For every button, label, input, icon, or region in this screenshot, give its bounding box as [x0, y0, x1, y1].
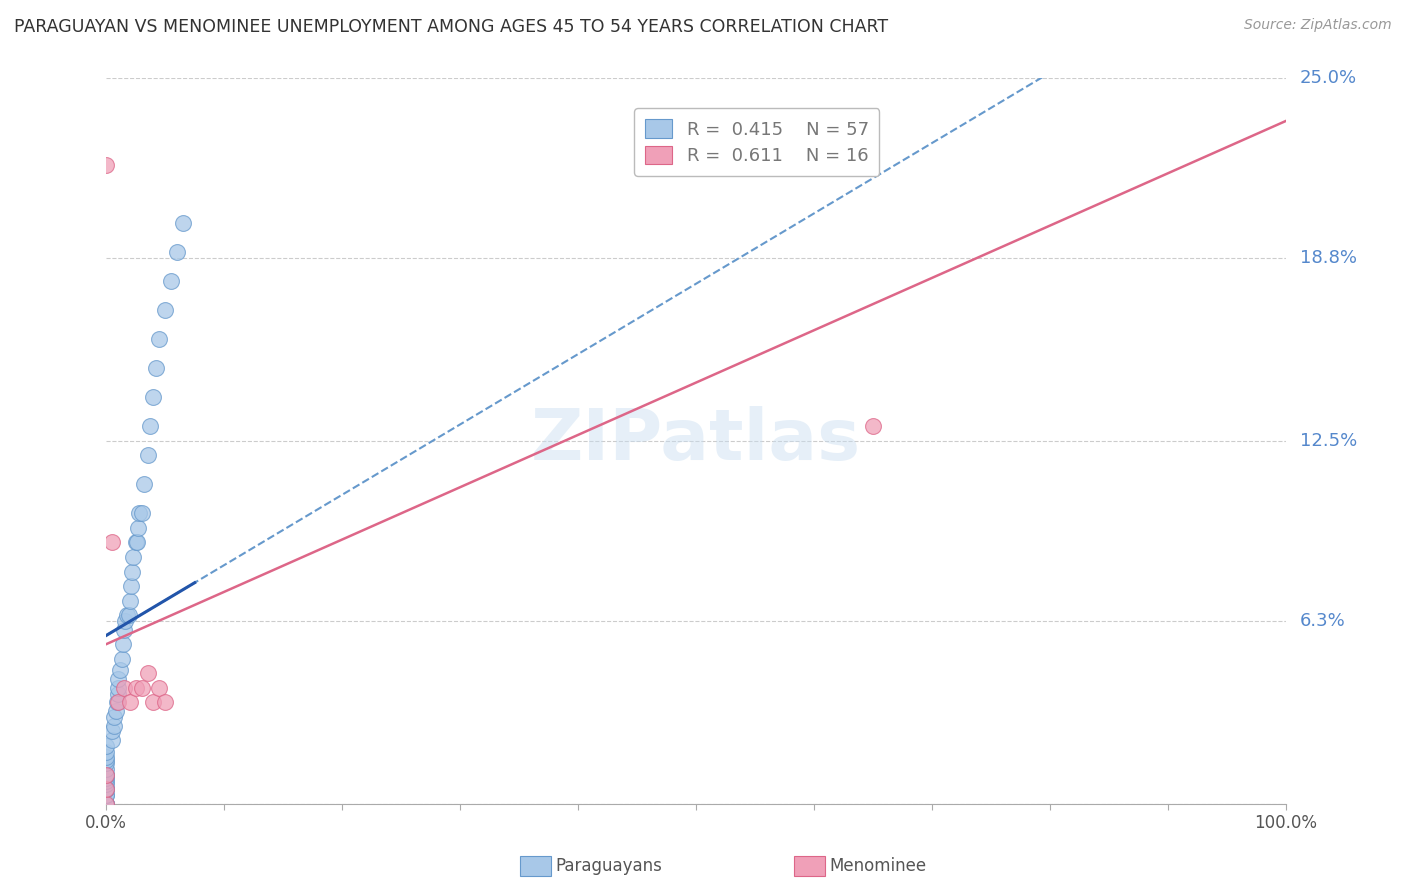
Point [96, 773, 118, 788]
Point [160, 274, 183, 288]
Point [153, 695, 176, 709]
Point [153, 303, 176, 318]
Point [125, 535, 148, 549]
Point [145, 361, 167, 376]
Point [96, 768, 118, 782]
Point [105, 695, 128, 709]
Text: Paraguayans: Paraguayans [555, 857, 662, 875]
Text: ZIPatlas: ZIPatlas [531, 406, 860, 475]
Point [104, 704, 127, 718]
Point [96, 797, 118, 811]
Point [120, 579, 142, 593]
Point [96, 771, 118, 785]
Point [111, 637, 134, 651]
Text: 6.3%: 6.3% [1299, 612, 1346, 630]
Point [132, 477, 155, 491]
Point [131, 507, 153, 521]
Point [148, 332, 170, 346]
Point [136, 666, 159, 681]
Point [103, 710, 125, 724]
Point [96, 797, 118, 811]
Point [125, 535, 148, 549]
Point [96, 789, 118, 803]
Point [107, 672, 129, 686]
Point [112, 623, 135, 637]
Point [131, 681, 153, 695]
Point [96, 750, 118, 764]
Text: 12.5%: 12.5% [1299, 432, 1357, 450]
Point [96, 768, 118, 782]
Text: 0.415: 0.415 [690, 116, 747, 134]
Point [127, 521, 149, 535]
Text: Menominee: Menominee [830, 857, 927, 875]
Point [96, 782, 118, 797]
Text: PARAGUAYAN VS MENOMINEE UNEMPLOYMENT AMONG AGES 45 TO 54 YEARS CORRELATION CHART: PARAGUAYAN VS MENOMINEE UNEMPLOYMENT AMO… [14, 18, 889, 36]
Point [114, 614, 136, 628]
Point [103, 718, 125, 732]
Point [107, 687, 129, 701]
Point [142, 390, 165, 404]
Point [96, 797, 118, 811]
Point [862, 419, 884, 434]
Point [166, 244, 188, 259]
Point [96, 777, 118, 791]
Text: 0.611: 0.611 [690, 145, 747, 163]
Point [107, 695, 129, 709]
Point [110, 651, 132, 665]
Point [118, 695, 141, 709]
Point [96, 756, 118, 771]
Point [128, 507, 150, 521]
Point [122, 549, 145, 564]
Point [125, 681, 148, 695]
Point [148, 681, 170, 695]
Point [96, 797, 118, 811]
Point [101, 724, 124, 739]
Point [96, 789, 118, 803]
Point [96, 797, 118, 811]
Point [96, 782, 118, 797]
Point [101, 733, 124, 747]
Point [172, 216, 194, 230]
Point [96, 739, 118, 753]
Point [139, 419, 162, 434]
Point [117, 608, 139, 623]
Point [112, 681, 135, 695]
Point [96, 797, 118, 811]
Point [96, 753, 118, 767]
Point [96, 768, 118, 782]
Point [117, 608, 139, 623]
Text: 25.0%: 25.0% [1299, 69, 1357, 87]
Point [1098, 41, 1121, 55]
Text: Source: ZipAtlas.com: Source: ZipAtlas.com [1244, 18, 1392, 32]
Point [96, 762, 118, 776]
Point [96, 745, 118, 759]
Point [118, 593, 141, 607]
Point [96, 768, 118, 782]
Point [136, 448, 159, 462]
Point [96, 158, 118, 172]
Legend: R =  0.415    N = 57, R =  0.611    N = 16: R = 0.415 N = 57, R = 0.611 N = 16 [634, 108, 880, 176]
Point [107, 681, 129, 695]
Text: 18.8%: 18.8% [1299, 249, 1357, 267]
Text: 16: 16 [785, 145, 810, 163]
Point [110, 663, 132, 677]
Point [101, 535, 124, 549]
Point [96, 782, 118, 797]
Point [142, 695, 165, 709]
Text: 57: 57 [785, 116, 810, 134]
Point [121, 565, 143, 579]
Point [96, 782, 118, 797]
